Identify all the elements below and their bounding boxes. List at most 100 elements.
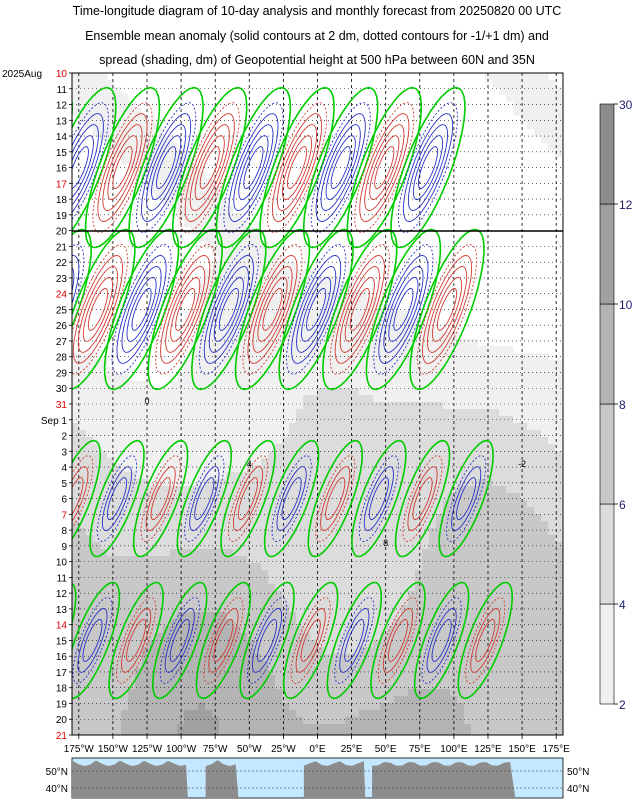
spread-cell	[212, 388, 220, 396]
spread-cell	[387, 346, 395, 354]
zero-contour	[72, 86, 117, 232]
spread-cell	[163, 549, 171, 557]
spread-cell	[275, 682, 283, 690]
spread-cell	[261, 507, 269, 515]
y-tick-label: 19	[56, 699, 68, 710]
spread-cell	[282, 423, 290, 431]
spread-cell	[135, 724, 143, 732]
spread-cell	[205, 626, 213, 634]
spread-cell	[366, 626, 374, 634]
spread-cell	[359, 612, 367, 620]
spread-cell	[156, 486, 164, 494]
positive-anomaly-contour	[237, 477, 258, 521]
spread-cell	[464, 696, 472, 704]
spread-cell	[324, 563, 332, 571]
spread-cell	[499, 542, 507, 550]
spread-cell	[499, 409, 507, 417]
spread-cell	[177, 171, 185, 179]
spread-cell	[226, 500, 234, 508]
spread-cell	[254, 255, 262, 263]
spread-cell	[296, 514, 304, 522]
spread-cell	[233, 388, 241, 396]
spread-cell	[394, 724, 402, 732]
spread-cell	[261, 514, 269, 522]
spread-cell	[184, 500, 192, 508]
spread-cell	[443, 731, 451, 735]
spread-cell	[254, 675, 262, 683]
spread-cell	[520, 395, 528, 403]
spread-cell	[135, 549, 143, 557]
spread-cell	[156, 444, 164, 452]
spread-cell	[520, 640, 528, 648]
spread-cell	[79, 437, 87, 445]
spread-cell	[282, 353, 290, 361]
spread-cell	[310, 388, 318, 396]
spread-cell	[212, 675, 220, 683]
spread-cell	[464, 402, 472, 410]
spread-cell	[478, 612, 486, 620]
spread-cell	[100, 640, 108, 648]
spread-cell	[499, 591, 507, 599]
spread-cell	[513, 402, 521, 410]
spread-cell	[520, 80, 528, 88]
spread-cell	[394, 353, 402, 361]
spread-cell	[275, 374, 283, 382]
spread-cell	[163, 388, 171, 396]
spread-cell	[142, 710, 150, 718]
spread-cell	[345, 598, 353, 606]
spread-cell	[296, 465, 304, 473]
spread-cell	[212, 367, 220, 375]
spread-cell	[464, 640, 472, 648]
spread-cell	[534, 661, 542, 669]
spread-cell	[289, 633, 297, 641]
spread-cell	[401, 619, 409, 627]
spread-cell	[436, 731, 444, 735]
spread-cell	[352, 388, 360, 396]
spread-cell	[219, 430, 227, 438]
spread-cell	[93, 619, 101, 627]
spread-cell	[226, 605, 234, 613]
spread-cell	[114, 486, 122, 494]
spread-cell	[415, 640, 423, 648]
spread-cell	[506, 556, 514, 564]
spread-cell	[142, 591, 150, 599]
zero-contour	[365, 228, 442, 391]
spread-cell	[408, 465, 416, 473]
spread-cell	[254, 528, 262, 536]
spread-cell	[254, 416, 262, 424]
spread-cell	[555, 619, 563, 627]
spread-cell	[212, 269, 220, 277]
spread-cell	[366, 633, 374, 641]
spread-cell	[303, 528, 311, 536]
spread-cell	[394, 423, 402, 431]
spread-cell	[212, 416, 220, 424]
negative-anomaly-contour	[0, 608, 20, 672]
spread-cell	[128, 444, 136, 452]
spread-cell	[86, 514, 94, 522]
spread-cell	[443, 570, 451, 578]
positive-anomaly-contour	[72, 477, 84, 516]
spread-cell	[114, 444, 122, 452]
spread-cell	[324, 360, 332, 368]
spread-cell	[184, 696, 192, 704]
spread-cell	[380, 682, 388, 690]
spread-cell	[548, 430, 556, 438]
spread-cell	[457, 423, 465, 431]
spread-cell	[513, 647, 521, 655]
spread-cell	[212, 241, 220, 249]
spread-cell	[324, 535, 332, 543]
spread-cell	[219, 591, 227, 599]
spread-cell	[373, 626, 381, 634]
spread-cell	[261, 402, 269, 410]
spread-cell	[534, 668, 542, 676]
spread-cell	[289, 360, 297, 368]
spread-cell	[555, 556, 563, 564]
spread-cell	[170, 570, 178, 578]
spread-cell	[107, 437, 115, 445]
spread-cell	[548, 731, 556, 735]
spread-cell	[338, 542, 346, 550]
spread-cell	[408, 423, 416, 431]
spread-cell	[443, 437, 451, 445]
spread-cell	[212, 185, 220, 193]
y-tick-label: 9	[61, 542, 67, 553]
